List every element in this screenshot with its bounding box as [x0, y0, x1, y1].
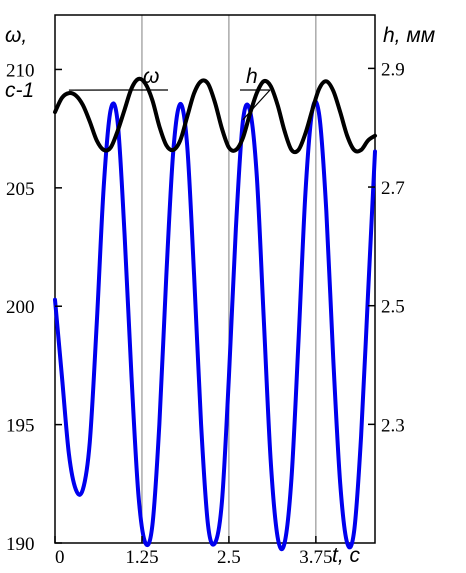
ticks-group: 190 195 200 205 210 2.3 2.5 2.7 2.9 0 1.25 2.5 3.75 — [6, 59, 405, 568]
series-line-omega — [53, 76, 377, 155]
y-right-label: h, мм — [383, 24, 435, 47]
y-right-tick-label-1: 2.5 — [381, 297, 405, 318]
series-line-h — [53, 99, 377, 552]
y-left-label-unit: с-1 — [5, 79, 34, 102]
y-left-tick-label-3: 205 — [6, 179, 35, 200]
x-axis-label: t, с — [332, 544, 361, 567]
x-tick-label-2: 2.5 — [217, 547, 241, 568]
x-tick-label-3: 3.75 — [299, 547, 332, 568]
y-left-tick-label-1: 195 — [6, 416, 35, 437]
y-left-tick-label-2: 200 — [6, 297, 35, 318]
h-series-label: h — [246, 65, 258, 88]
y-left-tick-label-4: 210 — [6, 60, 35, 81]
y-left-tick-label-0: 190 — [6, 534, 35, 555]
y-left-label-main: ω, — [5, 24, 27, 47]
plot-frame-group — [54, 14, 376, 544]
x-tick-label-1: 1.25 — [125, 547, 158, 568]
x-tick-label-0: 0 — [55, 547, 65, 568]
plot-frame — [54, 14, 376, 544]
series-group — [53, 76, 377, 552]
y-right-tick-label-0: 2.3 — [381, 415, 405, 436]
h-leader — [242, 89, 271, 121]
y-right-tick-label-3: 2.9 — [381, 59, 405, 80]
omega-series-label: ω — [143, 65, 159, 88]
y-right-tick-label-2: 2.7 — [381, 178, 405, 199]
